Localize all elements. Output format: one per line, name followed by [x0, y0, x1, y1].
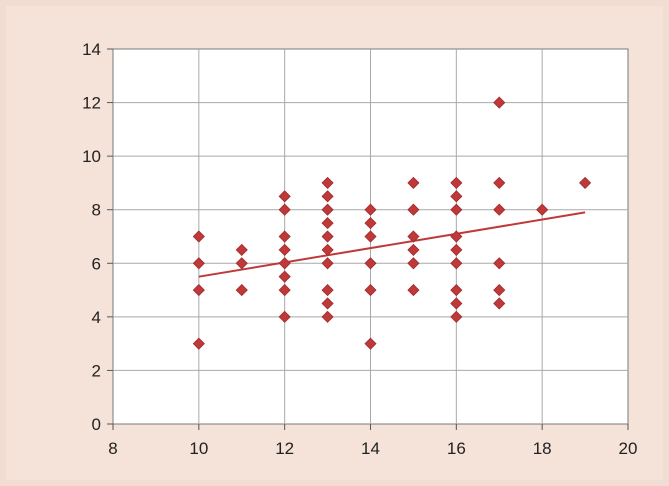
data-point [321, 190, 334, 203]
y-tick-label: 8 [92, 201, 101, 220]
data-point [235, 284, 248, 297]
data-point [321, 297, 334, 310]
data-point [364, 337, 377, 350]
scatter-chart: 8 10 12 14 16 18 20 0 2 4 6 8 10 12 14 [82, 40, 637, 458]
data-point [278, 284, 291, 297]
data-point [450, 230, 463, 243]
data-point [278, 230, 291, 243]
data-point [450, 297, 463, 310]
data-point [192, 284, 205, 297]
data-point [407, 257, 420, 270]
x-tick-label: 20 [619, 439, 638, 458]
x-tick-label: 14 [361, 439, 380, 458]
x-tick-label: 8 [108, 439, 117, 458]
data-point [321, 203, 334, 216]
data-point [278, 270, 291, 283]
data-point [493, 284, 506, 297]
data-point [321, 217, 334, 230]
data-point [579, 176, 592, 189]
data-points [192, 96, 592, 350]
y-tick-label: 0 [92, 415, 101, 434]
data-point [192, 257, 205, 270]
y-tick-label: 2 [92, 361, 101, 380]
data-point [192, 230, 205, 243]
data-point [235, 257, 248, 270]
y-tick-label: 4 [92, 308, 101, 327]
x-tick-label: 12 [275, 439, 294, 458]
data-point [278, 310, 291, 323]
y-tick-label: 12 [82, 94, 101, 113]
data-point [407, 243, 420, 256]
data-point [493, 203, 506, 216]
data-point [364, 217, 377, 230]
data-point [450, 190, 463, 203]
data-point [321, 243, 334, 256]
trendline-layer [198, 211, 586, 278]
data-point [321, 310, 334, 323]
data-point [364, 230, 377, 243]
data-point [364, 284, 377, 297]
data-point [450, 203, 463, 216]
data-point [321, 284, 334, 297]
y-tick-label: 10 [82, 147, 101, 166]
data-point [278, 243, 291, 256]
data-point [450, 176, 463, 189]
data-point [278, 190, 291, 203]
data-point [321, 257, 334, 270]
data-point [364, 203, 377, 216]
data-point [450, 243, 463, 256]
data-point [407, 284, 420, 297]
x-tick-label: 16 [447, 439, 466, 458]
data-point [407, 203, 420, 216]
trendline [198, 211, 586, 278]
data-point [278, 203, 291, 216]
data-point [493, 297, 506, 310]
y-tick-label: 14 [82, 40, 101, 59]
data-point [364, 257, 377, 270]
data-point [493, 257, 506, 270]
x-tick-label: 10 [189, 439, 208, 458]
axes: 8 10 12 14 16 18 20 0 2 4 6 8 10 12 14 [82, 40, 637, 458]
data-point [493, 176, 506, 189]
data-point [450, 284, 463, 297]
data-point [407, 176, 420, 189]
y-tick-label: 6 [92, 254, 101, 273]
data-point [493, 96, 506, 109]
data-point [321, 230, 334, 243]
chart-frame: 8 10 12 14 16 18 20 0 2 4 6 8 10 12 14 [6, 6, 663, 480]
data-point [450, 257, 463, 270]
data-point [536, 203, 549, 216]
data-point [321, 176, 334, 189]
data-point [278, 257, 291, 270]
data-point [235, 243, 248, 256]
data-point [192, 337, 205, 350]
data-point [450, 310, 463, 323]
x-tick-label: 18 [533, 439, 552, 458]
data-point [407, 230, 420, 243]
